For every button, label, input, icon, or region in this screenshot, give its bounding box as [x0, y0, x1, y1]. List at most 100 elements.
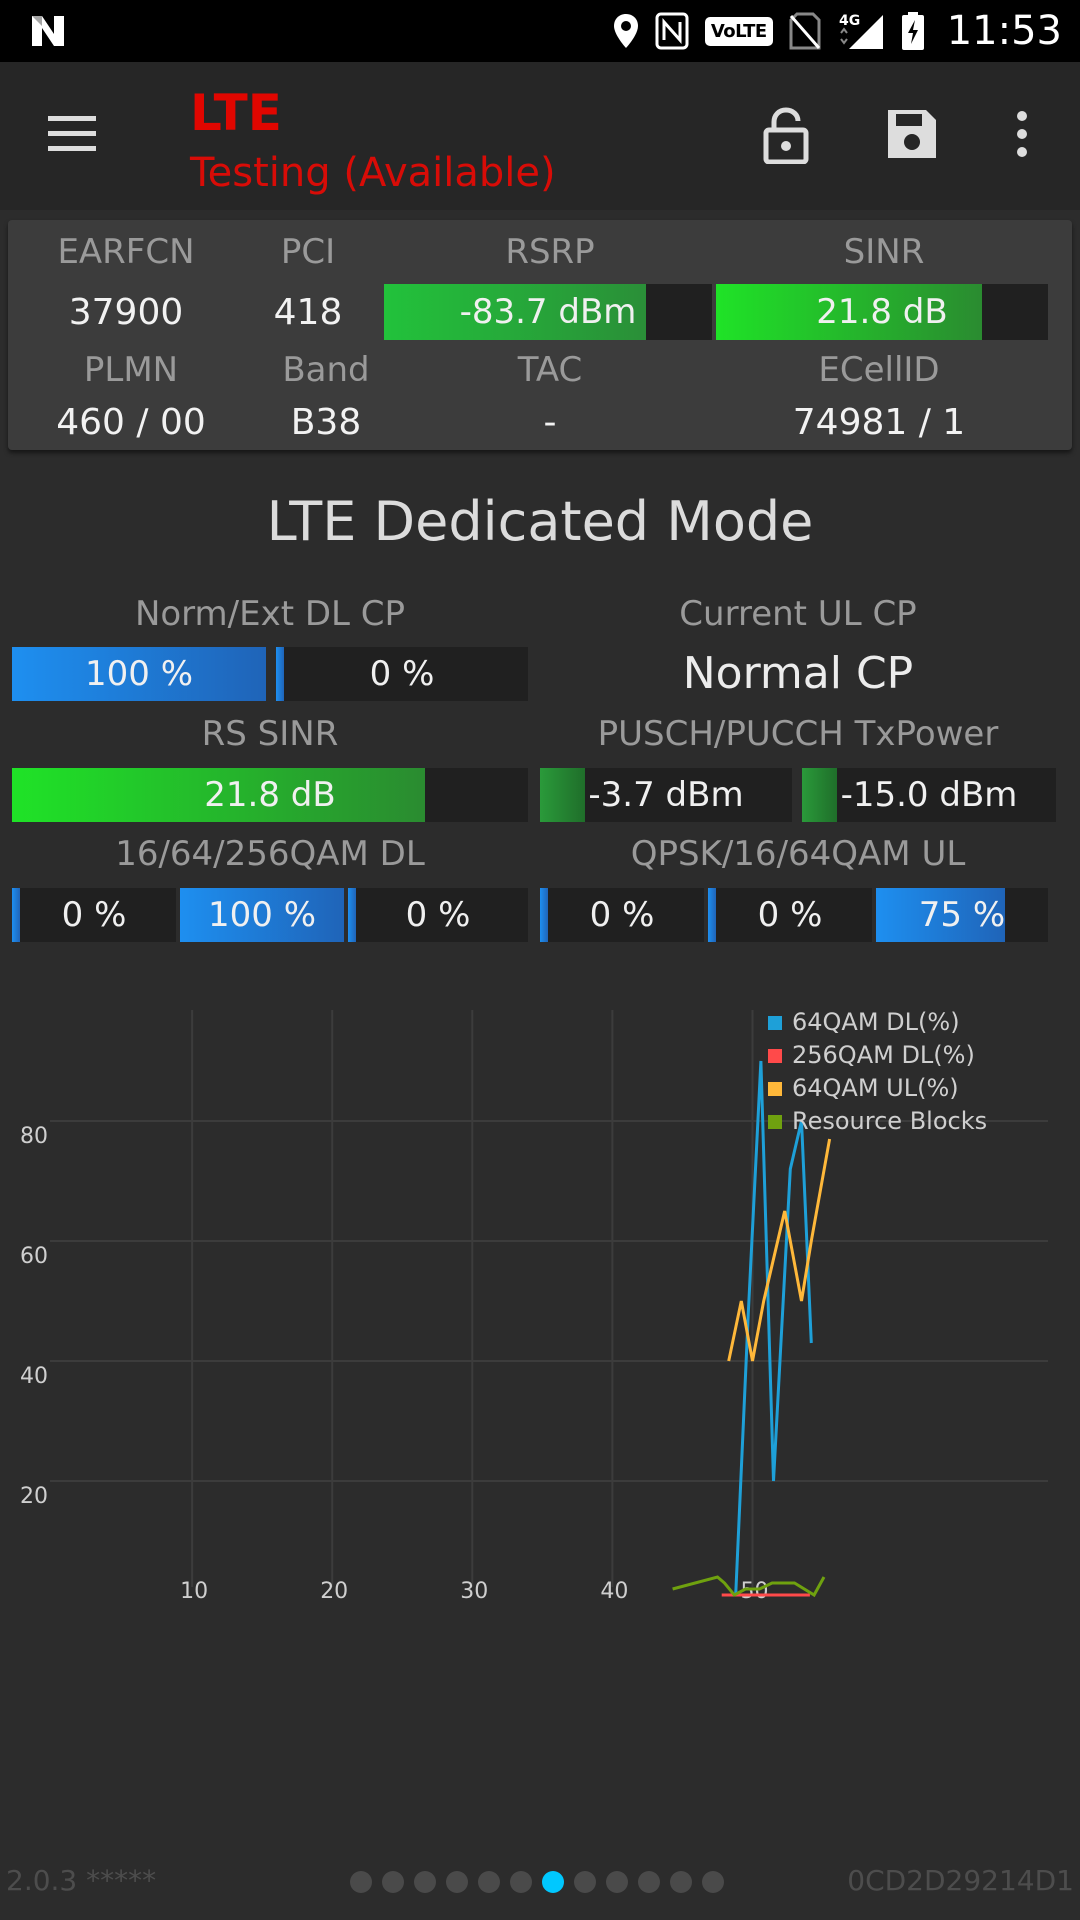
- pci-value: 418: [273, 292, 343, 333]
- dl-cp-extended-bar: 0 %: [276, 647, 528, 701]
- series-line: [727, 1138, 832, 1362]
- volte-icon: VoLTE: [704, 11, 773, 51]
- plmn-label: PLMN: [83, 350, 179, 390]
- page-dot[interactable]: [510, 1871, 532, 1893]
- app-toolbar: LTE Testing (Available): [0, 62, 1080, 210]
- dl-cp-normal-value: 100 %: [84, 654, 193, 694]
- dl-cp-extended-fill: [276, 647, 284, 701]
- qam16-dl-fill: [12, 888, 20, 942]
- page-dot[interactable]: [670, 1871, 692, 1893]
- x-tick-label: 10: [180, 1579, 208, 1604]
- pusch-txpower-value: -3.7 dBm: [588, 775, 744, 815]
- legend-swatch: [768, 1016, 782, 1030]
- qam16-ul-value: 0 %: [757, 895, 823, 935]
- x-tick-label: 40: [600, 1579, 628, 1604]
- qam64-ul-fill: [876, 888, 1005, 942]
- modulation-line-chart: 10 20 30 40 50 20 40 60 80 64QAM DL(%) 256QAM DL(%…: [20, 1008, 1048, 1604]
- ul-cp-label: Current UL CP: [679, 594, 917, 634]
- rsrp-label: RSRP: [505, 232, 595, 272]
- earfcn-label: EARFCN: [57, 232, 195, 272]
- more-vert-icon[interactable]: [994, 104, 1054, 164]
- page-title: LTE: [190, 84, 282, 142]
- y-tick-label: 20: [20, 1484, 48, 1509]
- rs-sinr-fill: [12, 768, 425, 822]
- pusch-txpower-fill: [540, 768, 585, 822]
- page-dot[interactable]: [350, 1871, 372, 1893]
- legend-label: 64QAM UL(%): [792, 1074, 959, 1102]
- section-title: LTE Dedicated Mode: [266, 490, 814, 553]
- save-icon[interactable]: [882, 104, 942, 164]
- status-bar: VoLTE 4G 11:53: [0, 0, 1080, 62]
- qam16-dl-value: 0 %: [61, 895, 127, 935]
- page-dot[interactable]: [702, 1871, 724, 1893]
- rs-sinr-bar: 21.8 dB: [12, 768, 528, 822]
- menu-icon[interactable]: [44, 112, 100, 156]
- qam256-dl-bar: 0 %: [348, 888, 528, 942]
- page-dot[interactable]: [478, 1871, 500, 1893]
- sinr-bar: 21.8 dB: [716, 284, 1048, 340]
- page-dot[interactable]: [446, 1871, 468, 1893]
- tac-label: TAC: [517, 350, 583, 390]
- device-id: 0CD2D29214D1: [847, 1864, 1074, 1897]
- qam-ul-label: QPSK/16/64QAM UL: [630, 834, 966, 874]
- rsrp-bar-fill: [384, 284, 647, 340]
- cell-info-panel: EARFCN PCI RSRP SINR 37900 418 -83.7 dBm…: [8, 220, 1072, 450]
- legend-label: Resource Blocks: [792, 1107, 987, 1135]
- legend-label: 64QAM DL(%): [792, 1008, 960, 1036]
- dl-cp-extended-value: 0 %: [369, 654, 435, 694]
- qam64-dl-fill: [180, 888, 344, 942]
- dl-cp-label: Norm/Ext DL CP: [134, 594, 406, 634]
- nfc-icon: [655, 11, 689, 51]
- ecellid-value: 74981 / 1: [792, 402, 966, 443]
- dl-cp-normal-bar: 100 %: [12, 647, 266, 701]
- dl-cp-normal-fill: [12, 647, 266, 701]
- qam64-ul-bar: 75 %: [876, 888, 1048, 942]
- location-icon: [613, 11, 639, 51]
- qam16-ul-bar: 0 %: [708, 888, 872, 942]
- rs-sinr-value: 21.8 dB: [204, 775, 336, 815]
- qpsk-ul-value: 0 %: [589, 895, 655, 935]
- pucch-txpower-value: -15.0 dBm: [840, 775, 1018, 815]
- no-sim-icon: [789, 11, 821, 51]
- band-value: B38: [290, 402, 362, 443]
- signal-icon: 4G: [837, 11, 885, 51]
- page-indicator[interactable]: [350, 1871, 724, 1893]
- txpower-label: PUSCH/PUCCH TxPower: [597, 714, 999, 754]
- page-dot[interactable]: [414, 1871, 436, 1893]
- x-tick-label: 20: [320, 1579, 348, 1604]
- page-dot[interactable]: [574, 1871, 596, 1893]
- qam16-ul-fill: [708, 888, 716, 942]
- qam64-dl-value: 100 %: [207, 895, 316, 935]
- pci-label: PCI: [280, 232, 336, 272]
- page-dot[interactable]: [382, 1871, 404, 1893]
- pucch-txpower-bar: -15.0 dBm: [802, 768, 1056, 822]
- y-tick-label: 40: [20, 1364, 48, 1389]
- legend-swatch: [768, 1115, 782, 1129]
- page-dot[interactable]: [638, 1871, 660, 1893]
- sinr-bar-fill: [716, 284, 982, 340]
- app-version: 2.0.3 *****: [6, 1864, 157, 1897]
- legend-swatch: [768, 1082, 782, 1096]
- page-dot[interactable]: [542, 1871, 564, 1893]
- qam256-dl-value: 0 %: [405, 895, 471, 935]
- svg-text:4G: 4G: [839, 13, 860, 29]
- n-logo-icon: [32, 16, 64, 46]
- ul-cp-value: Normal CP: [682, 648, 914, 699]
- ecellid-label: ECellID: [818, 350, 940, 390]
- qpsk-ul-fill: [540, 888, 548, 942]
- pusch-txpower-bar: -3.7 dBm: [540, 768, 792, 822]
- lock-icon[interactable]: [756, 104, 816, 164]
- x-tick-label: 50: [741, 1579, 769, 1604]
- earfcn-value: 37900: [68, 292, 184, 333]
- sinr-value: 21.8 dB: [816, 292, 948, 332]
- series-line: [734, 1060, 813, 1596]
- qpsk-ul-bar: 0 %: [540, 888, 704, 942]
- qam-dl-label: 16/64/256QAM DL: [115, 834, 425, 874]
- legend-label: 256QAM DL(%): [792, 1041, 975, 1069]
- plmn-value: 460 / 00: [56, 402, 206, 443]
- qam16-dl-bar: 0 %: [12, 888, 176, 942]
- rsrp-value: -83.7 dBm: [459, 292, 637, 332]
- page-subtitle: Testing (Available): [190, 150, 556, 196]
- page-dot[interactable]: [606, 1871, 628, 1893]
- x-tick-label: 30: [460, 1579, 488, 1604]
